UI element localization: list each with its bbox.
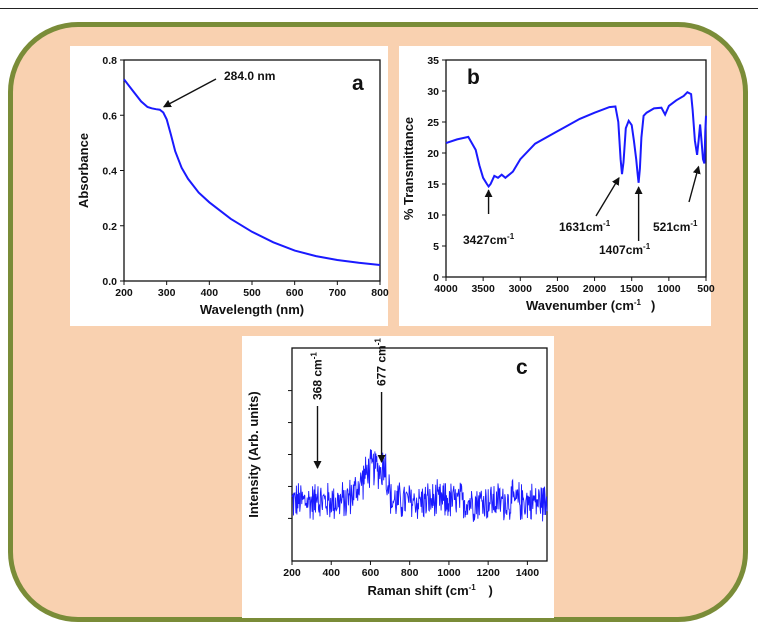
annotation-label-c-368: 368 cm-1 xyxy=(310,352,325,400)
panel-label-b: b xyxy=(467,66,480,89)
y-tick-label-b: 5 xyxy=(433,241,439,253)
x-tick-label-c: 600 xyxy=(362,567,380,579)
x-tick-label-c: 1000 xyxy=(437,567,461,579)
y-tick-label-a: 0.2 xyxy=(102,221,117,233)
x-axis-label-b: Wavenumber (cm-1 xyxy=(526,298,642,313)
annotation-label-c-677: 677 cm-1 xyxy=(374,338,389,386)
top-rule xyxy=(0,8,758,9)
x-tick-label-b: 500 xyxy=(697,283,715,295)
x-axis-label-b-end: ) xyxy=(651,298,655,313)
series-line-c xyxy=(291,449,548,522)
y-axis-label-c: Intensity (Arb. units) xyxy=(246,391,261,517)
y-tick-label-b: 20 xyxy=(427,148,439,160)
x-tick-label-b: 2500 xyxy=(546,283,570,295)
panel-label-c: c xyxy=(516,356,528,379)
y-tick-label-b: 30 xyxy=(427,86,439,98)
x-tick-label-a: 700 xyxy=(329,287,347,299)
chart-c-svg: 200 400 600 800 1000 1200 1400 Raman shift (cm-… xyxy=(246,338,548,598)
y-tick-label-b: 25 xyxy=(427,117,439,129)
x-tick-label-a: 500 xyxy=(243,287,261,299)
panel-a-uv-vis: 200 300 400 500 600 700 800 0.0 0.2 0.4 0.6 0.8 Wave… xyxy=(70,46,389,326)
x-tick-label-c: 200 xyxy=(283,567,301,579)
annotation-label-b-3427: 3427cm-1 xyxy=(463,232,515,247)
x-tick-label-b: 1500 xyxy=(620,283,644,295)
annotation-arrow-a xyxy=(162,78,217,108)
series-line-b xyxy=(445,90,707,189)
x-tick-label-b: 4000 xyxy=(434,283,458,295)
y-tick-label-b: 0 xyxy=(433,272,439,284)
x-tick-label-b: 3000 xyxy=(509,283,533,295)
x-axis-label-a: Wavelength (nm) xyxy=(200,302,304,317)
x-tick-label-a: 200 xyxy=(115,287,133,299)
y-tick-label-a: 0.0 xyxy=(102,276,117,288)
x-tick-label-a: 800 xyxy=(371,287,389,299)
x-tick-label-c: 1200 xyxy=(476,567,500,579)
annotation-arrow-b-521 xyxy=(688,165,701,203)
plot-frame-a xyxy=(123,59,381,282)
x-tick-label-b: 1000 xyxy=(657,283,681,295)
panel-label-a: a xyxy=(352,72,364,95)
x-axis-label-c: Raman shift (cm-1 xyxy=(368,583,477,598)
x-tick-label-a: 300 xyxy=(158,287,176,299)
panel-b-ftir: 4000 3500 3000 2500 2000 1500 1000 500 0 5 10 15 20 2… xyxy=(399,46,715,326)
y-tick-label-b: 35 xyxy=(427,55,439,67)
annotation-label-a: 284.0 nm xyxy=(224,69,275,83)
x-tick-label-c: 400 xyxy=(322,567,340,579)
series-line-a xyxy=(123,78,381,266)
x-axis-label-c-end: ) xyxy=(489,583,493,598)
x-tick-label-a: 400 xyxy=(201,287,219,299)
plot-frame-b xyxy=(445,59,707,278)
y-tick-label-b: 10 xyxy=(427,210,439,222)
chart-a-svg: 200 300 400 500 600 700 800 0.0 0.2 0.4 0.6 0.8 Wave… xyxy=(76,55,389,317)
x-tick-label-b: 3500 xyxy=(471,283,495,295)
y-tick-label-a: 0.6 xyxy=(102,110,117,122)
y-axis-label-a: Absorbance xyxy=(76,133,91,208)
chart-b-svg: 4000 3500 3000 2500 2000 1500 1000 500 0 5 10 15 20 2… xyxy=(401,55,715,313)
x-tick-label-c: 1400 xyxy=(516,567,540,579)
annotation-label-b-1631: 1631cm-1 xyxy=(559,219,611,234)
y-tick-label-a: 0.4 xyxy=(102,166,117,178)
panel-c-raman: 200 400 600 800 1000 1200 1400 Raman shift (cm-… xyxy=(242,336,554,618)
plot-frame-c xyxy=(291,347,548,562)
x-tick-label-b: 2000 xyxy=(583,283,607,295)
x-tick-label-c: 800 xyxy=(401,567,419,579)
y-tick-label-b: 15 xyxy=(427,179,439,191)
annotation-label-b-521: 521cm-1 xyxy=(653,219,698,234)
annotation-label-b-1407: 1407cm-1 xyxy=(599,242,651,257)
annotation-arrow-b-1631 xyxy=(595,176,620,217)
y-axis-label-b: % Transmittance xyxy=(401,117,416,220)
y-tick-label-a: 0.8 xyxy=(102,55,117,67)
x-tick-label-a: 600 xyxy=(286,287,304,299)
